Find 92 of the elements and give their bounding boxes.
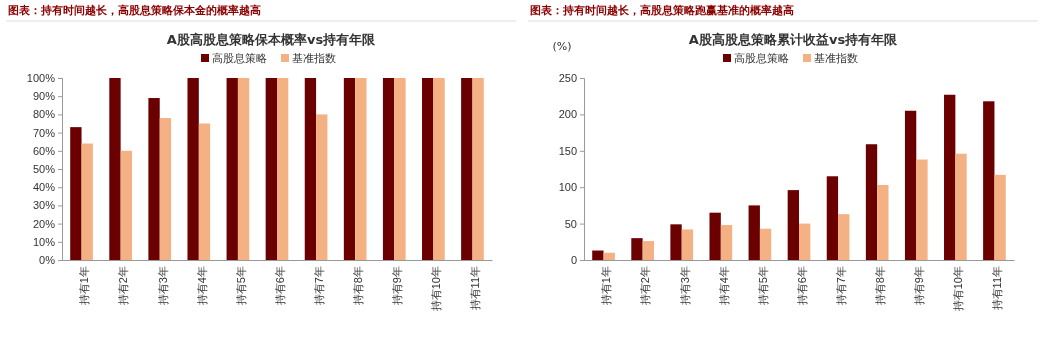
bar	[787, 190, 799, 260]
x-tick-label: 持有5年	[234, 266, 247, 306]
x-tick-label: 持有6年	[795, 266, 808, 306]
x-tick-label: 持有11年	[991, 266, 1004, 311]
y-tick-label: 20%	[32, 217, 56, 230]
bar	[120, 150, 132, 260]
bar	[355, 78, 367, 260]
x-tick-label: 持有3年	[156, 266, 169, 306]
y-tick-label: 0%	[39, 254, 56, 267]
y-tick-label: 250	[558, 72, 577, 85]
y-tick-label: 80%	[32, 108, 56, 121]
chart-subtitle: A股高股息策略保本概率vs持有年限	[166, 32, 377, 47]
x-tick-label: 持有11年	[469, 266, 482, 311]
chart-title: 图表：持有时间越长，高股息策略跑赢基准的概率越高	[530, 4, 794, 17]
y-tick-label: 40%	[32, 181, 56, 194]
bar	[799, 223, 811, 260]
x-tick-label: 持有6年	[273, 266, 286, 306]
bar	[159, 118, 172, 260]
bar	[343, 78, 356, 260]
bar	[642, 241, 654, 260]
x-tick-label: 持有10年	[952, 266, 965, 312]
bar	[592, 250, 604, 260]
bar	[826, 176, 839, 260]
y-tick-label: 90%	[32, 90, 56, 103]
legend-label: 基准指数	[814, 52, 858, 65]
bar	[720, 225, 733, 260]
y-tick-label: 50	[564, 217, 577, 230]
bar	[394, 78, 406, 260]
x-tick-label: 持有8年	[874, 266, 887, 306]
chart-subtitle: A股高股息策略累计收益vs持有年限	[688, 32, 899, 47]
bar	[316, 114, 328, 260]
bar	[187, 78, 199, 260]
y-tick-label: 100	[558, 181, 577, 194]
bar	[944, 94, 956, 260]
bar	[603, 252, 615, 260]
bar	[759, 228, 772, 260]
bar	[709, 212, 721, 260]
bar	[865, 144, 878, 260]
bar	[983, 101, 995, 260]
bar	[148, 98, 160, 260]
bar	[955, 153, 967, 260]
y-tick-label: 50%	[32, 163, 56, 176]
bar	[70, 127, 82, 260]
y-axis-title: (%)	[552, 40, 572, 53]
bar	[877, 185, 889, 260]
bar	[670, 224, 682, 260]
y-tick-label: 60%	[32, 144, 56, 157]
x-tick-label: 持有7年	[312, 266, 325, 306]
x-tick-label: 持有10年	[430, 266, 443, 312]
legend-label: 高股息策略	[212, 52, 267, 65]
chart-title: 图表：持有时间越长，高股息策略保本金的概率越高	[8, 4, 261, 17]
bar	[904, 110, 917, 260]
y-tick-label: 0	[570, 254, 577, 267]
legend-label: 基准指数	[292, 52, 336, 65]
x-tick-label: 持有9年	[391, 266, 404, 306]
x-tick-label: 持有7年	[834, 266, 847, 306]
bar	[277, 78, 289, 260]
bar	[422, 78, 434, 260]
y-tick-label: 150	[558, 144, 577, 157]
x-tick-label: 持有2年	[639, 266, 652, 306]
bar	[838, 214, 850, 260]
bar	[265, 78, 277, 260]
bar	[681, 229, 694, 260]
y-tick-label: 200	[558, 108, 577, 121]
y-tick-label: 10%	[32, 235, 56, 248]
bar	[994, 174, 1006, 260]
bar	[382, 78, 395, 260]
y-tick-label: 30%	[32, 199, 56, 212]
bar	[81, 143, 93, 260]
x-tick-label: 持有1年	[600, 266, 613, 306]
bar	[304, 78, 317, 260]
bar	[237, 78, 250, 260]
y-tick-label: 70%	[32, 126, 56, 139]
bar	[748, 205, 760, 260]
bar	[226, 78, 238, 260]
x-tick-label: 持有2年	[117, 266, 130, 306]
x-tick-label: 持有4年	[717, 266, 730, 306]
bar	[461, 78, 473, 260]
x-tick-label: 持有5年	[756, 266, 769, 306]
x-tick-label: 持有8年	[352, 266, 365, 306]
bar	[109, 78, 121, 260]
bar	[472, 78, 484, 260]
bar	[433, 78, 445, 260]
x-tick-label: 持有1年	[78, 266, 91, 306]
bar	[916, 159, 928, 260]
x-tick-label: 持有4年	[195, 266, 208, 306]
legend-label: 高股息策略	[734, 52, 789, 65]
bar	[198, 123, 211, 260]
x-tick-label: 持有3年	[678, 266, 691, 306]
y-tick-label: 100%	[26, 72, 56, 85]
bar	[631, 238, 643, 260]
x-tick-label: 持有9年	[913, 266, 926, 306]
